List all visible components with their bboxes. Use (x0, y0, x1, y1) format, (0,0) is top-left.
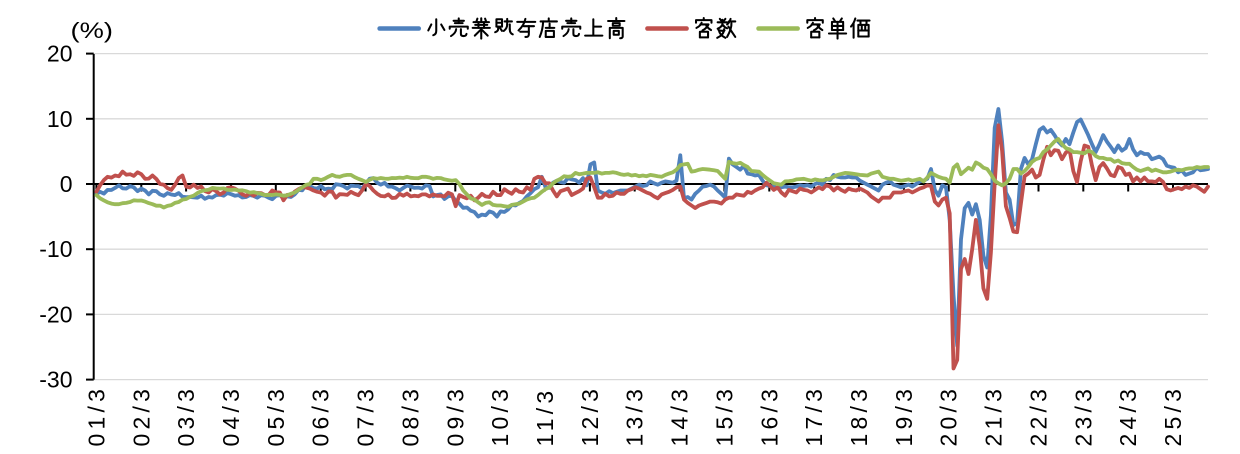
svg-text:09/3: 09/3 (442, 385, 468, 447)
svg-text:05/3: 05/3 (263, 385, 289, 447)
svg-text:11/3: 11/3 (532, 387, 558, 447)
svg-text:16/3: 16/3 (756, 385, 782, 447)
svg-text:18/3: 18/3 (846, 385, 872, 447)
svg-text:10/3: 10/3 (487, 385, 513, 447)
svg-text:0: 0 (60, 171, 73, 197)
svg-text:-30: -30 (39, 367, 72, 393)
svg-text:-10: -10 (39, 236, 72, 262)
svg-text:24/3: 24/3 (1115, 385, 1141, 447)
svg-text:03/3: 03/3 (173, 385, 199, 447)
svg-text:08/3: 08/3 (397, 385, 423, 447)
svg-text:19/3: 19/3 (891, 385, 917, 447)
svg-text:20: 20 (47, 41, 73, 67)
svg-text:13/3: 13/3 (622, 385, 648, 447)
svg-text:14/3: 14/3 (667, 385, 693, 447)
svg-text:-20: -20 (39, 301, 72, 327)
svg-text:23/3: 23/3 (1070, 385, 1096, 447)
svg-text:17/3: 17/3 (801, 385, 827, 447)
svg-text:04/3: 04/3 (218, 385, 244, 447)
svg-text:07/3: 07/3 (353, 385, 379, 447)
svg-text:15/3: 15/3 (711, 385, 737, 447)
svg-text:22/3: 22/3 (1026, 385, 1052, 447)
svg-text:(%): (%) (71, 20, 113, 44)
svg-text:01/3: 01/3 (83, 385, 109, 447)
svg-text:21/3: 21/3 (981, 385, 1007, 447)
svg-text:20/3: 20/3 (936, 385, 962, 447)
svg-text:12/3: 12/3 (577, 385, 603, 447)
svg-text:06/3: 06/3 (308, 385, 334, 447)
svg-text:02/3: 02/3 (128, 385, 154, 447)
svg-text:10: 10 (47, 106, 73, 132)
svg-text:25/3: 25/3 (1160, 385, 1186, 447)
